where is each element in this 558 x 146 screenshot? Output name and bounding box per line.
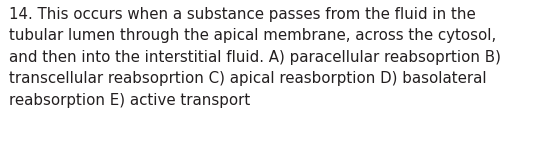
- Text: 14. This occurs when a substance passes from the fluid in the
tubular lumen thro: 14. This occurs when a substance passes …: [9, 7, 501, 108]
